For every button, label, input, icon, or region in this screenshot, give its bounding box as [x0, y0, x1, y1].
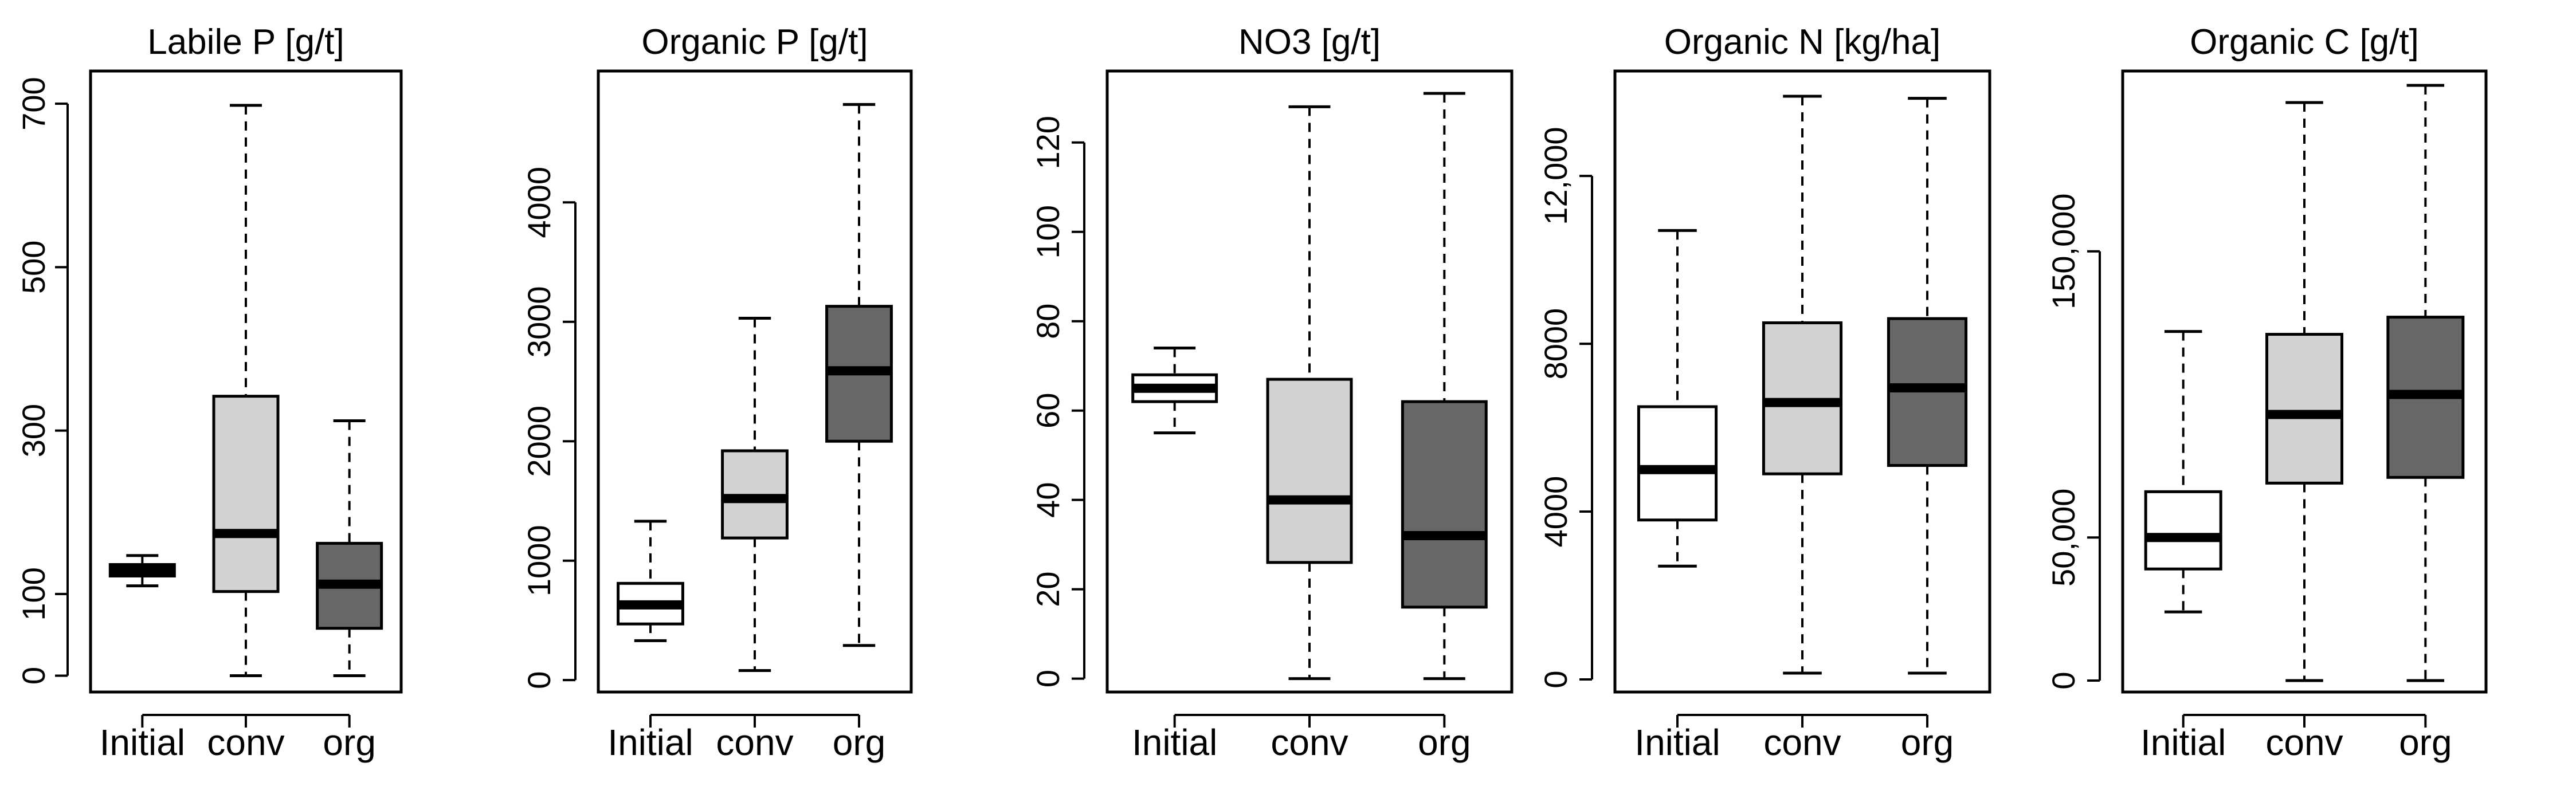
- x-tick-label: org: [833, 722, 886, 763]
- box-org: [1401, 92, 1488, 681]
- iqr-box: [1637, 405, 1718, 522]
- chart-title: Labile P [g/t]: [147, 22, 344, 62]
- y-tick-label: 0: [2045, 671, 2081, 689]
- y-tick-label: 300: [15, 404, 52, 457]
- y-tick-label: 2000: [521, 406, 557, 477]
- chart-title: Organic C [g/t]: [2190, 22, 2419, 62]
- y-tick-label: 100: [1030, 205, 1066, 258]
- y-tick-label: 0: [1538, 670, 1574, 688]
- box-initial: [1637, 229, 1718, 568]
- chart-title: NO3 [g/t]: [1238, 22, 1381, 62]
- box-conv: [1762, 95, 1843, 675]
- chart-panel-1: Labile P [g/t] 0 100 300 500 700 Initial conv or…: [15, 22, 403, 763]
- x-tick-label: Initial: [1634, 722, 1720, 763]
- y-tick-label: 700: [15, 77, 52, 130]
- y-tick-label: 1000: [521, 525, 557, 596]
- x-tick-label: conv: [2265, 722, 2343, 763]
- box-conv: [2265, 101, 2344, 682]
- iqr-box: [2144, 490, 2222, 571]
- y-tick-label: 4000: [1538, 476, 1574, 548]
- plot-frame: [2121, 69, 2488, 694]
- x-tick-label: conv: [716, 722, 793, 763]
- y-tick-label: 3000: [521, 286, 557, 357]
- x-tick-label: Initial: [2140, 722, 2226, 763]
- y-tick-label: 12,000: [1538, 127, 1574, 225]
- box-org: [2386, 84, 2465, 682]
- x-tick-label: org: [1901, 722, 1954, 763]
- chart-title: Organic P [g/t]: [641, 22, 868, 62]
- box-initial: [1131, 347, 1218, 435]
- y-tick-label: 150,000: [2045, 193, 2081, 309]
- box-conv: [212, 104, 280, 677]
- plot-frame: [597, 69, 913, 694]
- iqr-box: [1401, 400, 1488, 609]
- x-tick-label: org: [1418, 722, 1471, 763]
- x-tick-label: conv: [1763, 722, 1841, 763]
- iqr-box: [2265, 333, 2344, 485]
- y-tick-label: 500: [15, 241, 52, 294]
- y-tick-label: 80: [1030, 304, 1066, 339]
- chart-panel-2: Organic P [g/t] 0 1000 2000 3000 4000 Initial c…: [521, 22, 913, 763]
- x-tick-label: conv: [1271, 722, 1348, 763]
- chart-panel-3: NO3 [g/t] 0 20 40 60 80 100 120 Initial conv org: [1030, 22, 1514, 763]
- chart-panel-4: Organic N [kg/ha] 0 4000 8000 12,000 Initial c…: [1538, 22, 1991, 763]
- y-tick-label: 4000: [521, 167, 557, 238]
- box-conv: [721, 317, 789, 672]
- y-tick-label: 0: [521, 671, 557, 689]
- box-org: [825, 103, 893, 647]
- y-tick-label: 0: [15, 667, 52, 685]
- x-tick-label: org: [323, 722, 376, 763]
- plot-frame: [1105, 69, 1514, 694]
- y-tick-label: 0: [1030, 670, 1066, 687]
- y-tick-label: 40: [1030, 482, 1066, 518]
- x-tick-label: Initial: [100, 722, 185, 763]
- box-org: [316, 419, 383, 677]
- y-tick-label: 50,000: [2045, 489, 2081, 587]
- y-tick-label: 60: [1030, 393, 1066, 429]
- chart-panel-5: Organic C [g/t] 0 50,000 150,000 Initial conv…: [2045, 22, 2488, 763]
- iqr-box: [1266, 378, 1353, 564]
- x-tick-label: Initial: [607, 722, 693, 763]
- box-conv: [1266, 105, 1353, 681]
- box-initial: [617, 520, 684, 642]
- box-initial: [2144, 330, 2222, 614]
- box-initial: [108, 554, 176, 588]
- y-tick-label: 100: [15, 567, 52, 620]
- y-tick-label: 8000: [1538, 308, 1574, 380]
- x-tick-label: Initial: [1132, 722, 1217, 763]
- box-org: [1887, 97, 1968, 675]
- x-tick-label: conv: [207, 722, 284, 763]
- y-tick-label: 20: [1030, 571, 1066, 607]
- x-tick-label: org: [2399, 722, 2452, 763]
- plot-frame: [1613, 69, 1991, 694]
- plot-frame: [89, 69, 403, 694]
- iqr-box: [212, 395, 280, 593]
- chart-title: Organic N [kg/ha]: [1664, 22, 1940, 62]
- y-tick-label: 120: [1030, 116, 1066, 169]
